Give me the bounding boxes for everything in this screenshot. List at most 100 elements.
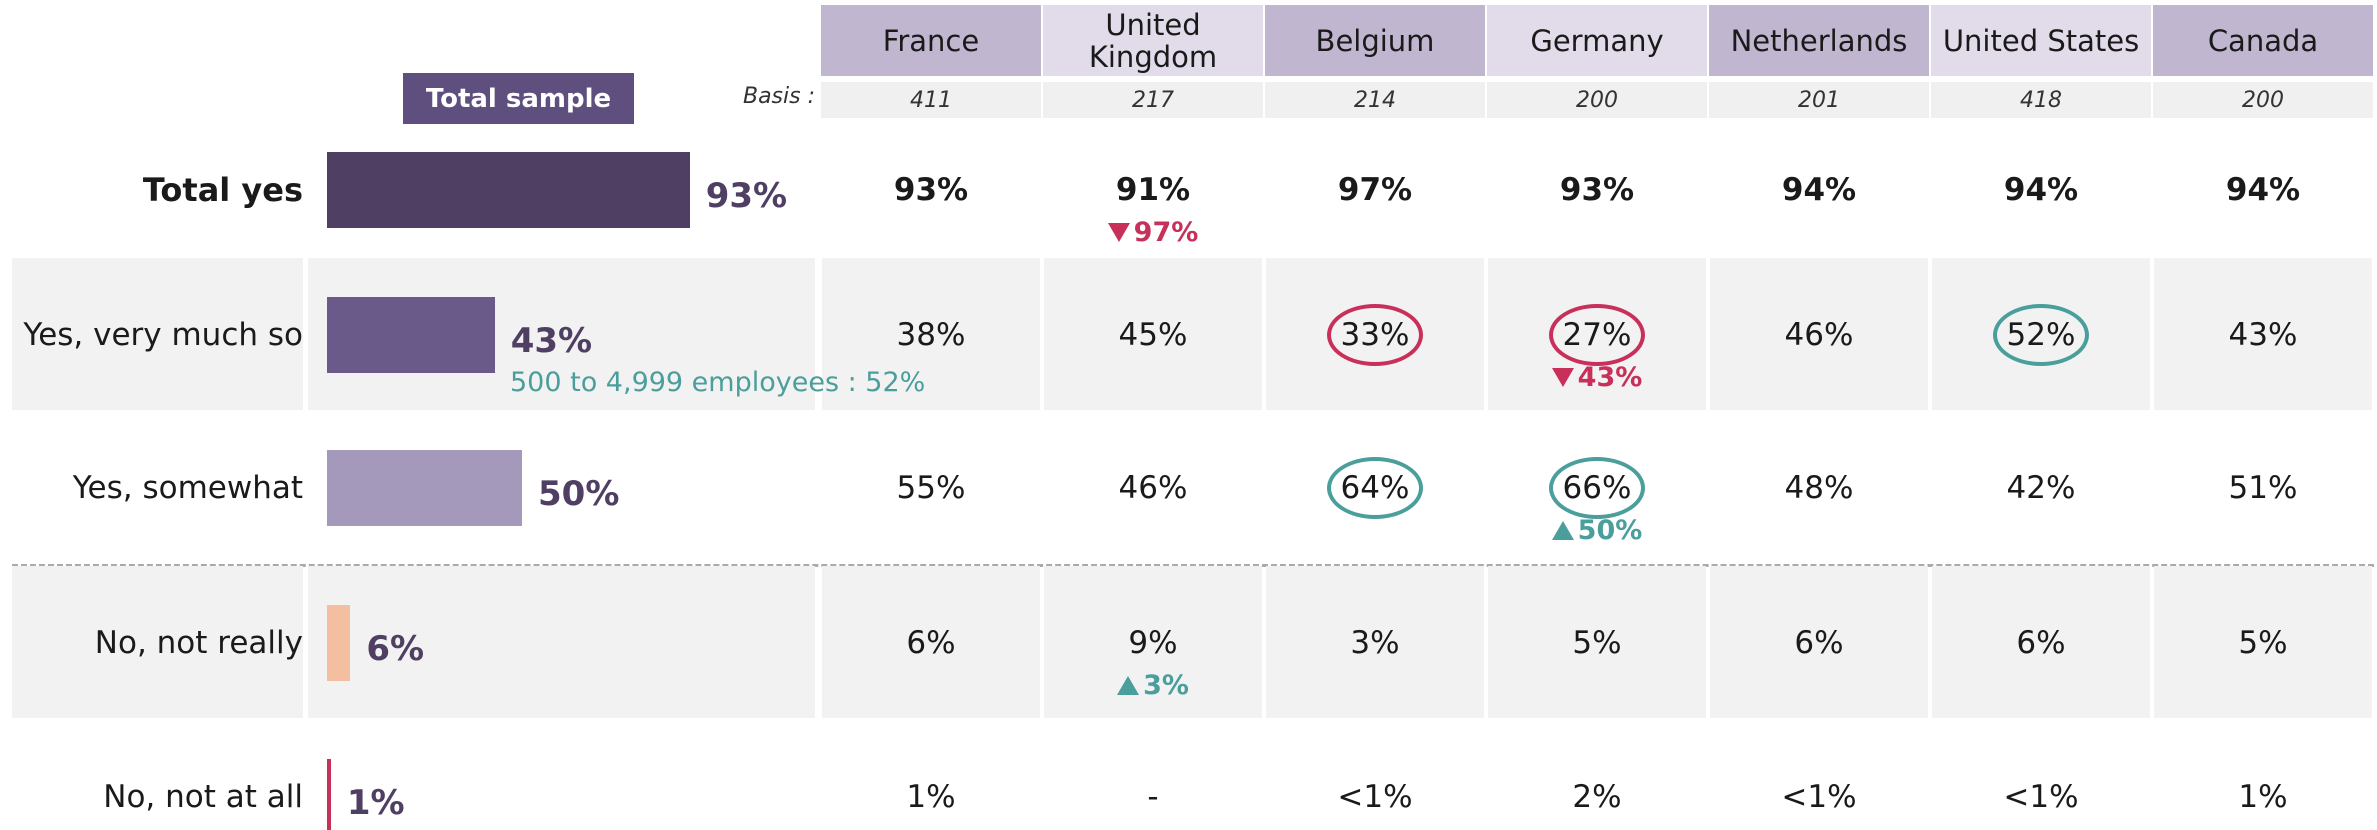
arrow (1107, 222, 1130, 242)
row-band (2154, 566, 2372, 718)
bar-value: 43% (510, 321, 593, 361)
cell-value: 64% (1340, 470, 1410, 506)
cell-value: 52% (2006, 317, 2076, 353)
cell-value: 97% (1337, 172, 1413, 208)
cell-value: 33% (1340, 317, 1410, 353)
basis-value: 201 (1709, 82, 1929, 118)
note-text: 43% (1577, 361, 1643, 393)
highlight-circle (1549, 304, 1645, 366)
cell-value: 9% (1128, 625, 1178, 661)
cell-value: 5% (1572, 625, 1622, 661)
cell-value: 94% (2225, 172, 2301, 208)
cell-value: - (1147, 779, 1159, 815)
cell-value: 93% (1559, 172, 1635, 208)
subnote: 500 to 4,999 employees : 52% (510, 367, 926, 398)
column-header: Belgium (1265, 5, 1485, 76)
column-header: Canada (2153, 5, 2373, 76)
cell-value: 1% (906, 779, 956, 815)
column-header: Germany (1487, 5, 1707, 76)
bar-value: 6% (366, 629, 425, 669)
significance-note: 50% (1486, 512, 1708, 548)
significance-note: 3% (1042, 667, 1264, 703)
bar-value: 1% (346, 783, 405, 823)
note-text: 97% (1133, 216, 1199, 248)
total-sample-label: Total sample (403, 73, 634, 124)
row-label: Yes, very much so (23, 317, 303, 353)
row-band (12, 566, 303, 718)
basis-value: 200 (1487, 82, 1707, 118)
note-text: 50% (1577, 514, 1643, 546)
bar (327, 450, 522, 526)
cell-value: 2% (1572, 779, 1622, 815)
cell-value: <1% (1337, 779, 1413, 815)
bar (327, 152, 690, 228)
note-text: 3% (1143, 669, 1189, 701)
highlight-circle (1327, 304, 1423, 366)
arrow (1117, 675, 1140, 695)
cell-value: <1% (2003, 779, 2079, 815)
cell-value: 6% (906, 625, 956, 661)
cell-value: 55% (896, 470, 966, 506)
row-label: Total yes (142, 171, 303, 209)
cell-value: 43% (2228, 317, 2298, 353)
cell-value: 6% (1794, 625, 1844, 661)
column-header: United States (1931, 5, 2151, 76)
cell-value: 93% (893, 172, 969, 208)
cell-value: 38% (896, 317, 966, 353)
separator (12, 564, 2374, 567)
row-label: No, not really (94, 625, 303, 661)
column-header: France (821, 5, 1041, 76)
row-band (308, 566, 815, 718)
cell-value: 51% (2228, 470, 2298, 506)
bar-value: 50% (538, 474, 620, 514)
row-band (822, 566, 1040, 718)
basis-value: 411 (821, 82, 1041, 118)
cell-value: <1% (1781, 779, 1857, 815)
cell-value: 94% (2003, 172, 2079, 208)
basis-value: 200 (2153, 82, 2373, 118)
cell-value: 94% (1781, 172, 1857, 208)
row-band (1488, 566, 1706, 718)
bar (327, 759, 331, 830)
cell-value: 27% (1562, 317, 1632, 353)
basis-value: 214 (1265, 82, 1485, 118)
row-band (2154, 258, 2372, 410)
cell-value: 1% (2238, 779, 2288, 815)
arrow (1551, 367, 1574, 387)
row-band (1710, 566, 1928, 718)
row-band (1266, 566, 1484, 718)
basis-value: 418 (1931, 82, 2151, 118)
cell-value: 6% (2016, 625, 2066, 661)
cell-value: 91% (1115, 172, 1191, 208)
row-band (12, 258, 303, 410)
highlight-circle (1549, 457, 1645, 519)
row-band (822, 258, 1040, 410)
cell-value: 3% (1350, 625, 1400, 661)
basis-value: 217 (1043, 82, 1263, 118)
basis-label: Basis : (742, 84, 815, 109)
significance-note: 97% (1042, 214, 1264, 250)
cell-value: 42% (2006, 470, 2076, 506)
row-band (1044, 566, 1262, 718)
bar-value: 93% (705, 176, 788, 216)
highlight-circle (1327, 457, 1423, 519)
cell-value: 66% (1562, 470, 1632, 506)
arrow (1551, 520, 1574, 540)
cell-value: 45% (1118, 317, 1188, 353)
cell-value: 48% (1784, 470, 1854, 506)
significance-note: 43% (1486, 359, 1708, 395)
cell-value: 46% (1118, 470, 1188, 506)
row-band (1710, 258, 1928, 410)
row-label: Yes, somewhat (72, 470, 303, 506)
bar (327, 605, 351, 681)
bar (327, 297, 495, 373)
column-header: Netherlands (1709, 5, 1929, 76)
row-label: No, not at all (103, 779, 303, 815)
cell-value: 46% (1784, 317, 1854, 353)
column-header: United Kingdom (1043, 5, 1263, 76)
cell-value: 5% (2238, 625, 2288, 661)
row-band (1932, 566, 2150, 718)
highlight-circle (1993, 304, 2089, 366)
row-band (1044, 258, 1262, 410)
